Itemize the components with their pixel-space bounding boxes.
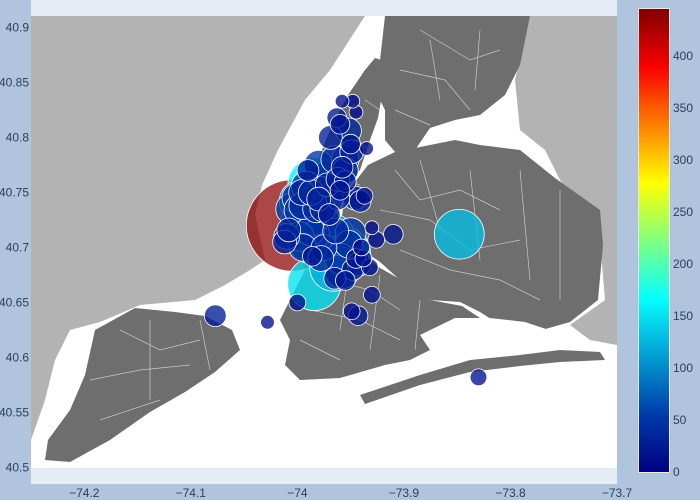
- data-bubble: [297, 160, 319, 182]
- y-tick-label: 40.55: [0, 406, 29, 420]
- colorbar-ticks: 0 50 100 150 200 250 300 350 400: [673, 49, 693, 479]
- y-tick-label: 40.7: [6, 241, 30, 255]
- colorbar-tick-label: 150: [673, 309, 693, 323]
- data-bubble: [318, 204, 340, 226]
- data-bubble: [330, 181, 350, 201]
- colorbar-tick-label: 250: [673, 205, 693, 219]
- y-tick-label: 40.6: [6, 351, 30, 365]
- colorbar-tick-label: 200: [673, 257, 693, 271]
- colorbar-tick-label: 400: [673, 49, 693, 63]
- data-bubble: [356, 187, 373, 204]
- data-bubble: [261, 315, 275, 329]
- data-bubble: [353, 239, 370, 256]
- y-tick-label: 40.65: [0, 296, 29, 310]
- data-bubble: [336, 271, 356, 291]
- data-bubble: [330, 115, 350, 135]
- y-tick-label: 40.9: [6, 21, 30, 35]
- data-bubble: [365, 221, 379, 235]
- x-tick-label: −74: [287, 486, 308, 500]
- x-tick-label: −73.7: [602, 486, 633, 500]
- data-bubble: [335, 94, 349, 108]
- x-tick-label: −73.8: [495, 486, 526, 500]
- data-bubble: [364, 286, 381, 303]
- y-tick-label: 40.75: [0, 186, 29, 200]
- data-bubble: [289, 294, 306, 311]
- colorbar-tick-label: 350: [673, 101, 693, 115]
- data-bubble: [434, 209, 484, 259]
- x-tick-label: −74.2: [69, 486, 100, 500]
- y-tick-label: 40.8: [6, 131, 30, 145]
- x-axis-ticks: −74.2 −74.1 −74 −73.9 −73.8 −73.7: [69, 486, 632, 500]
- colorbar-tick-label: 50: [673, 413, 687, 427]
- x-tick-label: −73.9: [389, 486, 420, 500]
- colorbar-bar: [639, 9, 669, 472]
- y-axis-ticks: 40.5 40.55 40.6 40.65 40.7 40.75 40.8 40.85 40.9: [0, 21, 29, 475]
- y-tick-label: 40.5: [6, 461, 30, 475]
- data-bubble: [204, 305, 226, 327]
- colorbar-tick-label: 0: [673, 465, 680, 479]
- colorbar-tick-label: 100: [673, 361, 693, 375]
- data-bubble: [303, 246, 323, 266]
- data-bubble: [470, 369, 487, 386]
- x-tick-label: −74.1: [176, 486, 207, 500]
- data-bubble: [277, 218, 301, 242]
- y-tick-label: 40.85: [0, 76, 29, 90]
- colorbar: 0 50 100 150 200 250 300 350 400: [638, 8, 693, 479]
- data-bubble: [331, 156, 353, 178]
- data-bubble: [341, 134, 361, 154]
- data-bubble: [360, 142, 374, 156]
- colorbar-tick-label: 300: [673, 153, 693, 167]
- data-bubble: [384, 225, 404, 245]
- data-bubble: [343, 303, 360, 320]
